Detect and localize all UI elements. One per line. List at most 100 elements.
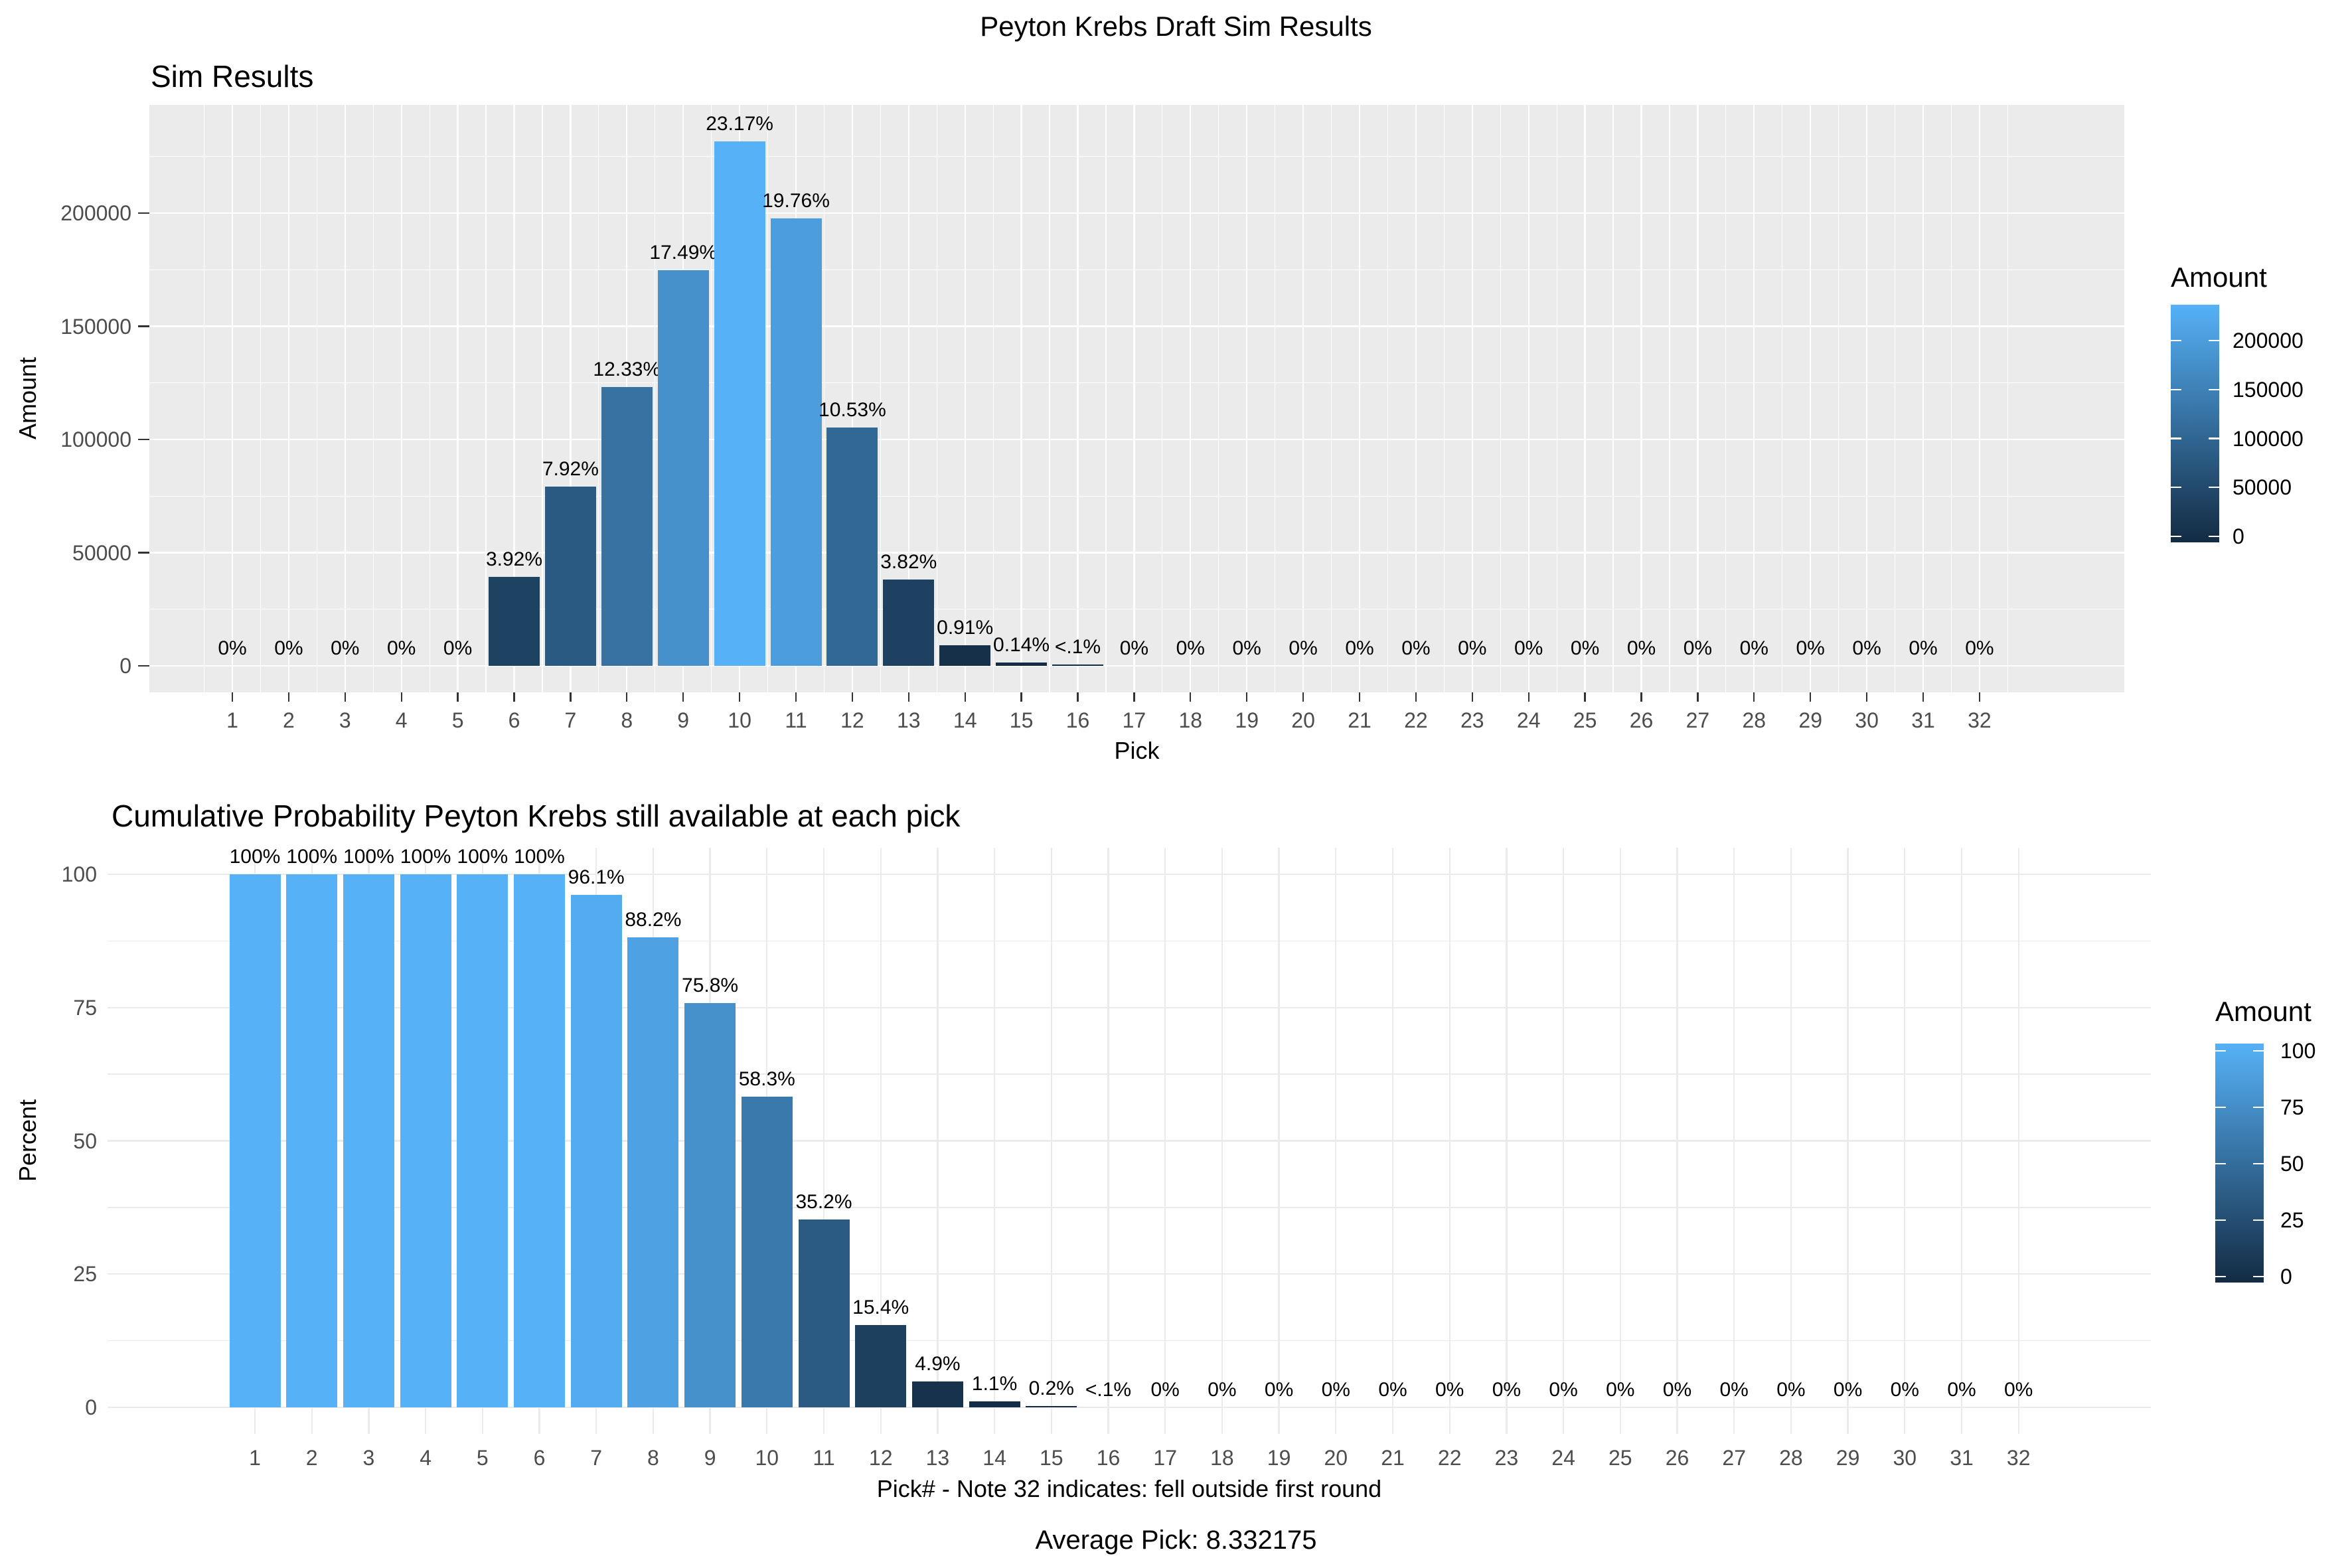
bar-label: 0% (274, 637, 303, 659)
x-tick-label: 3 (339, 708, 351, 732)
gridline-vertical (1302, 105, 1304, 692)
gridline-horizontal (108, 1340, 2151, 1342)
bar-label: 0% (1401, 637, 1431, 659)
gridline-vertical (1950, 105, 1952, 692)
legend-tick-right (2209, 339, 2219, 342)
legend-title-bottom: Amount (2215, 996, 2312, 1027)
y-tick-label: 150000 (60, 314, 131, 339)
bar-label: 3.92% (485, 548, 543, 571)
legend-tick-label: 0 (2280, 1265, 2292, 1289)
gridline-vertical (1050, 848, 1052, 1434)
x-tick-label: 31 (1911, 708, 1935, 732)
x-tick-mark (1133, 692, 1135, 702)
gridline-vertical (372, 105, 374, 692)
bar (684, 1003, 736, 1407)
legend-tick-right (2253, 1275, 2264, 1278)
gridline-vertical (1358, 105, 1361, 692)
gridline-vertical (1335, 848, 1337, 1434)
legend-tick-right (2253, 1162, 2264, 1165)
bar (514, 874, 565, 1407)
bar-label: 0% (1119, 637, 1149, 659)
x-tick-mark (1358, 692, 1361, 702)
gridline-vertical (1790, 848, 1792, 1434)
x-tick-label: 29 (1836, 1446, 1860, 1470)
x-tick-mark (964, 692, 966, 702)
y-tick-label: 25 (73, 1262, 97, 1287)
x-tick-mark (1020, 692, 1022, 702)
x-tick-label: 10 (728, 708, 751, 732)
gridline-vertical (1471, 105, 1473, 692)
gridline-vertical (964, 105, 966, 692)
bar-label: 7.92% (542, 457, 599, 480)
bar-label: 10.53% (819, 398, 886, 421)
x-tick-mark (513, 692, 515, 702)
gridline-horizontal (149, 438, 2124, 441)
x-tick-label: 30 (1893, 1446, 1917, 1470)
bar-label: 0% (1626, 637, 1656, 659)
gridline-horizontal (108, 1406, 2151, 1409)
x-tick-label: 32 (2006, 1446, 2031, 1470)
x-tick-label: 8 (647, 1446, 659, 1470)
gridline-vertical (287, 105, 290, 692)
cumulative-probability-title: Cumulative Probability Peyton Krebs stil… (112, 799, 961, 833)
y-tick-label: 100 (61, 862, 97, 886)
bar-label: 58.3% (738, 1067, 795, 1090)
bar (939, 645, 991, 666)
gridline-vertical (1669, 105, 1670, 692)
bar-label: 100% (400, 846, 451, 868)
bar (343, 874, 394, 1407)
pick-axis-title: Pick (1114, 737, 1160, 764)
y-tick-mark (138, 438, 149, 441)
bar-label: 88.2% (625, 908, 682, 931)
x-tick-mark (231, 692, 234, 702)
gridline-vertical (823, 848, 825, 1434)
x-tick-label: 2 (305, 1446, 318, 1470)
gridline-vertical (1922, 105, 1924, 692)
bar-label: 15.4% (852, 1296, 909, 1319)
legend-tick-left (2171, 437, 2181, 439)
x-tick-label: 9 (677, 708, 690, 732)
bar-label: 0% (1514, 637, 1543, 659)
legend-tick-label: 25 (2280, 1208, 2304, 1232)
gridline-vertical (1105, 105, 1107, 692)
legend-tick-left (2171, 487, 2181, 489)
x-tick-mark (1528, 692, 1529, 702)
average-pick-text: Average Pick: 8.332175 (1035, 1526, 1317, 1555)
x-tick-label: 15 (1009, 708, 1034, 732)
x-tick-label: 14 (953, 708, 977, 732)
gridline-vertical (880, 848, 882, 1434)
legend-tick-right (2253, 1219, 2264, 1221)
bar-label: 23.17% (706, 112, 773, 135)
legend-tick-left (2171, 535, 2181, 538)
x-tick-mark (1415, 692, 1417, 702)
bar (457, 874, 509, 1407)
x-tick-label: 13 (897, 708, 921, 732)
gridline-vertical (598, 105, 599, 692)
gridline-horizontal (149, 212, 2124, 214)
x-tick-label: 2 (282, 708, 295, 732)
legend-tick-left (2171, 388, 2181, 390)
x-tick-label: 7 (590, 1446, 603, 1470)
bar-label: 0% (2004, 1379, 2033, 1401)
bar-label: 0% (1378, 1379, 1407, 1401)
gridline-vertical (1415, 105, 1417, 692)
bar (855, 1325, 907, 1407)
bar (911, 1381, 963, 1407)
main-title: Peyton Krebs Draft Sim Results (980, 11, 1372, 42)
bar-label: 0% (1570, 637, 1600, 659)
x-tick-mark (1978, 692, 1981, 702)
legend-tick-left (2215, 1219, 2226, 1221)
x-tick-label: 5 (451, 708, 464, 732)
gridline-vertical (1077, 105, 1079, 692)
bar (798, 1219, 850, 1407)
bar-label: 0% (1321, 1379, 1350, 1401)
x-tick-mark (1753, 692, 1755, 702)
x-tick-mark (1077, 692, 1079, 702)
bar-label: 0% (1176, 637, 1205, 659)
legend-title-top: Amount (2171, 262, 2267, 293)
x-tick-mark (907, 692, 909, 702)
bar (996, 663, 1048, 666)
bar-label: 0% (1289, 637, 1318, 659)
bar-label: 100% (343, 846, 394, 868)
